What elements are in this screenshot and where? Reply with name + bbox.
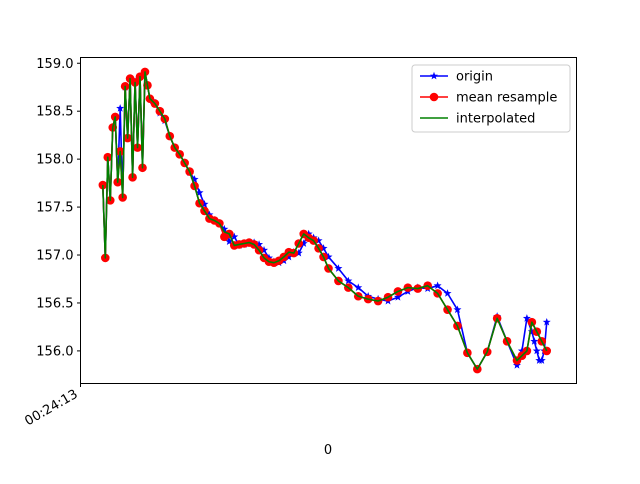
x-axis-label: 0 [324, 443, 332, 458]
data-point [225, 237, 234, 245]
y-tick-label: 157.5 [36, 201, 73, 216]
data-point [195, 188, 204, 197]
data-point [284, 252, 293, 261]
data-point [530, 337, 539, 345]
data-point [354, 283, 363, 292]
legend-item: origin [420, 70, 493, 85]
data-point [522, 314, 531, 322]
data-point [294, 248, 303, 257]
legend-box [411, 64, 571, 133]
y-tick-label: 158.5 [36, 105, 73, 120]
data-point [433, 281, 442, 290]
data-point [334, 264, 343, 272]
data-point [532, 346, 541, 355]
series-interpolated [102, 71, 548, 370]
series-layer [98, 67, 552, 374]
plot-frame [80, 57, 577, 384]
legend-item: interpolated [420, 112, 535, 127]
legend-label: mean resample [456, 91, 557, 106]
legend-label: origin [456, 70, 493, 85]
data-point [230, 232, 239, 241]
data-point [220, 224, 229, 233]
legend-label: interpolated [456, 112, 535, 127]
data-point [542, 346, 552, 356]
axes-layer: 156.0 156.5 157.0 157.5 158.0 158.5 159.0 00:24… [22, 57, 81, 429]
data-point [393, 293, 402, 301]
data-point [344, 276, 353, 285]
y-tick-label: 156.5 [36, 296, 73, 311]
data-point [200, 200, 209, 208]
data-point [542, 317, 551, 326]
data-point [527, 327, 536, 336]
y-tick-label: 156.0 [36, 344, 73, 359]
y-tick-label: 158.0 [36, 153, 73, 168]
y-tick-label: 157.0 [36, 249, 73, 264]
data-point [453, 305, 462, 314]
data-point [324, 252, 333, 261]
data-point [314, 236, 323, 245]
data-point [512, 361, 521, 369]
legend: origin mean resample interpolated [411, 64, 571, 133]
data-point [260, 246, 269, 254]
series-line [102, 71, 548, 370]
data-point [319, 244, 328, 252]
data-point [537, 356, 546, 364]
legend-marker [430, 71, 438, 80]
data-point [255, 240, 264, 248]
y-tick-label: 159.0 [36, 57, 73, 72]
data-point [443, 289, 452, 297]
data-point [190, 175, 199, 183]
data-point [299, 239, 308, 247]
x-tick-label: 00:24:13 [22, 387, 80, 429]
legend-item: mean resample [420, 91, 557, 106]
legend-marker [429, 92, 439, 102]
data-point [116, 104, 125, 112]
data-point [517, 346, 526, 355]
